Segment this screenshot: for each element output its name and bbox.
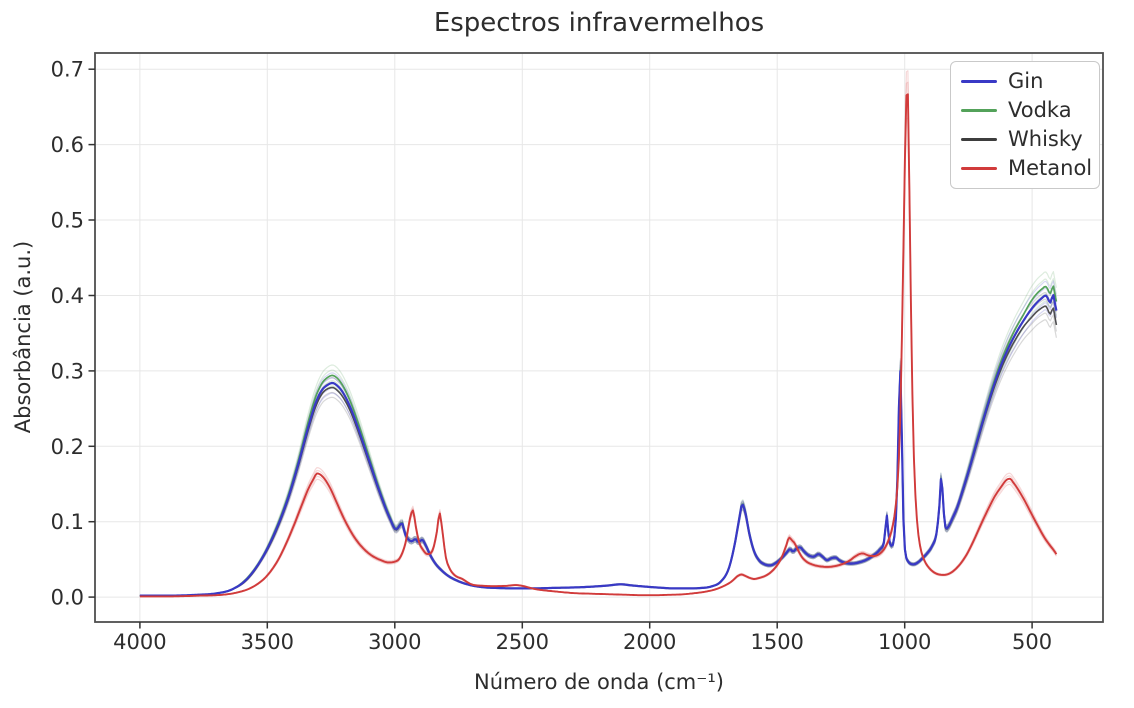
series-line-whisky [139,305,1058,597]
series-replicate-line-vodka [139,271,1057,597]
legend-label: Vodka [1008,98,1072,122]
plot-frame [94,52,1104,623]
y-tick-label: 0.6 [51,133,84,157]
x-tick-label: 2500 [496,630,549,654]
series-replicate-line-whisky [139,292,1057,597]
series-replicate-line-vodka [139,300,1057,597]
legend-entry-whisky: Whisky [961,125,1089,154]
x-tick-label: 500 [1012,630,1052,654]
x-axis-label: Número de onda (cm⁻¹) [474,670,724,694]
x-tick-label: 4000 [113,630,166,654]
series-line-gin [139,294,1058,597]
series-replicate-line-gin [139,280,1057,597]
y-tick-label: 0.7 [51,58,84,82]
series-replicate-line-whisky [139,312,1057,597]
y-tick-label: 0.2 [51,435,84,459]
chart-title: Espectros infravermelhos [434,8,764,38]
x-tick-label: 2000 [623,630,676,654]
y-tick-label: 0.0 [51,586,84,610]
x-tick-label: 1000 [878,630,931,654]
legend-label: Gin [1008,69,1044,93]
legend-line-swatch-vodka [961,109,997,112]
legend-label: Metanol [1008,156,1093,180]
series-replicate-line-gin [139,308,1057,597]
legend-entry-vodka: Vodka [961,96,1089,125]
y-tick-label: 0.4 [51,284,84,308]
tick-label-layer: 4000 3500 3000 2500 2000 1500 1000 500 0.0 0.1 0.2… [51,58,1053,654]
series-replicate-line-whisky [139,319,1057,597]
y-tick-label: 0.3 [51,359,84,383]
y-tick-label: 0.1 [51,510,84,534]
series-replicate-line-metanol [139,70,1057,597]
series-replicate-line-vodka [139,278,1057,597]
series-line-vodka [139,285,1058,597]
series-replicate-line-gin [139,301,1057,597]
series-line-metanol [139,93,1058,598]
series-replicate-line-whisky [139,298,1057,597]
legend-entry-metanol: Metanol [961,154,1093,183]
legend: Gin Vodka Whisky Metanol [950,61,1100,189]
y-tick-label: 0.5 [51,209,84,233]
y-axis-label: Absorbância (a.u.) [11,241,35,433]
series-replicate-line-vodka [139,293,1057,597]
legend-label: Whisky [1008,127,1083,151]
x-tick-label: 3000 [368,630,421,654]
x-tick-label: 3500 [241,630,294,654]
series-layer [139,70,1058,598]
legend-entry-gin: Gin [961,67,1089,96]
tick-layer [88,68,1033,629]
legend-line-swatch-metanol [961,167,997,170]
series-replicate-line-gin [139,287,1057,597]
series-replicate-line-metanol [139,81,1057,597]
legend-line-swatch-whisky [961,138,997,141]
x-tick-label: 1500 [750,630,803,654]
legend-line-swatch-gin [961,80,997,83]
grid-layer [95,53,1103,622]
